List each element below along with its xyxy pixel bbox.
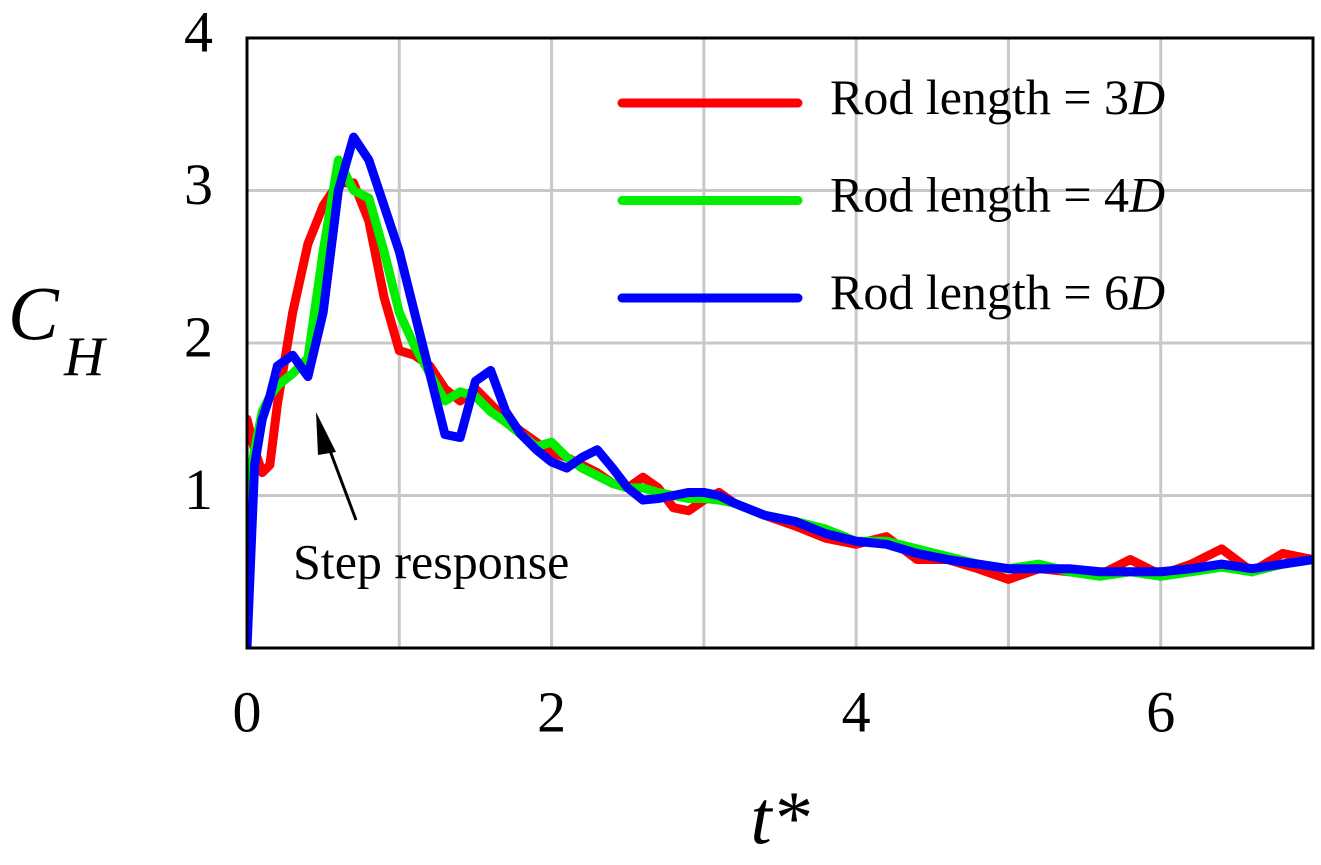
x-tick-label: 6 [1146,679,1175,744]
x-tick-label: 0 [233,679,262,744]
legend-label: Rod length = 4D [830,167,1165,223]
y-tick-label: 3 [184,152,213,217]
plot-frame [245,36,1315,650]
annotation-arrowhead [316,412,336,455]
legend-label: Rod length = 3D [830,69,1165,125]
annotation: Step response [293,533,569,589]
series-line [247,132,1313,648]
y-axis-label: C [8,272,60,356]
annotation-arrow [324,439,358,521]
y-tick-label: 4 [184,0,213,64]
y-axis-label-subscript: H [63,326,107,388]
x-tick-label: 4 [842,679,871,744]
x-tick-label: 2 [537,679,566,744]
y-tick-label: 2 [184,304,213,369]
x-axis-label: t* [750,776,809,860]
legend-label: Rod length = 6D [830,264,1165,320]
y-tick-label: 1 [184,457,213,522]
